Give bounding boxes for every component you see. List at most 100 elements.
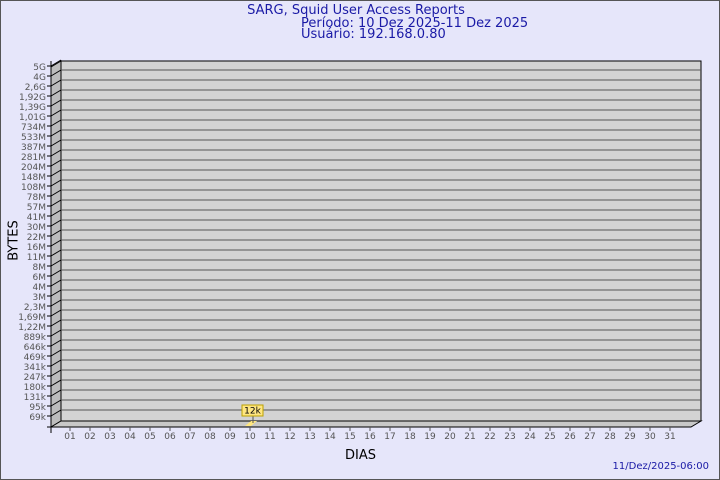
y-tick-label: 69k <box>29 413 46 423</box>
y-tick-label: 22M <box>27 233 46 243</box>
y-tick-label: 5G <box>33 63 46 73</box>
x-tick-label: 04 <box>124 432 136 442</box>
y-tick-label: 4M <box>33 283 47 293</box>
grid-diagonal <box>50 259 62 267</box>
y-tick-label: 2,3M <box>24 303 46 313</box>
grid-diagonal <box>50 369 62 377</box>
x-tick-label: 03 <box>104 432 115 442</box>
x-tick-label: 24 <box>524 432 536 442</box>
x-tick-label: 13 <box>304 432 315 442</box>
y-tick-label: 41M <box>27 213 46 223</box>
y-tick-label: 4G <box>33 73 46 83</box>
x-tick-label: 16 <box>364 432 376 442</box>
x-tick-label: 12 <box>284 432 295 442</box>
y-tick-label: 1,39G <box>19 103 46 113</box>
x-tick-label: 30 <box>644 432 656 442</box>
back-panel <box>60 60 702 422</box>
x-tick-label: 22 <box>484 432 495 442</box>
x-tick-label: 28 <box>604 432 616 442</box>
x-tick-label: 26 <box>564 432 576 442</box>
x-tick-label: 02 <box>84 432 95 442</box>
x-tick-label: 08 <box>204 432 216 442</box>
grid-diagonal <box>50 139 62 147</box>
y-tick-label: 95k <box>29 403 46 413</box>
grid-diagonal <box>50 149 62 157</box>
x-tick-label: 11 <box>264 432 275 442</box>
y-tick-label: 8M <box>33 263 47 273</box>
y-tick-label: 1,22M <box>18 323 46 333</box>
grid-diagonal <box>50 89 62 97</box>
grid-diagonal <box>50 169 62 177</box>
y-tick-label: 646k <box>24 343 47 353</box>
x-tick-label: 19 <box>424 432 436 442</box>
grid-diagonal <box>50 109 62 117</box>
x-tick-label: 27 <box>584 432 595 442</box>
x-tick-label: 29 <box>624 432 636 442</box>
y-tick-label: 889k <box>24 333 47 343</box>
grid-diagonal <box>50 209 62 217</box>
grid-diagonal <box>50 409 62 417</box>
grid-diagonal <box>50 199 62 207</box>
bar-label-box <box>241 404 264 417</box>
y-tick-label: 108M <box>21 183 46 193</box>
x-tick-label: 25 <box>544 432 555 442</box>
x-tick-label: 31 <box>664 432 675 442</box>
grid-diagonal <box>50 59 62 67</box>
grid-diagonal <box>50 279 62 287</box>
y-axis-label: BYTES <box>6 220 22 261</box>
y-tick-label: 2,6G <box>25 83 46 93</box>
y-tick-label: 78M <box>27 193 46 203</box>
grid-diagonal <box>50 269 62 277</box>
y-tick-label: 734M <box>21 123 46 133</box>
side-wall <box>50 60 62 428</box>
y-tick-label: 281M <box>21 153 46 163</box>
y-tick-label: 1,69M <box>18 313 46 323</box>
grid-diagonal <box>50 349 62 357</box>
grid-diagonal <box>50 179 62 187</box>
y-tick-label: 30M <box>27 223 46 233</box>
grid-diagonal <box>50 229 62 237</box>
y-tick-label: 469k <box>24 353 47 363</box>
grid-diagonal <box>50 379 62 387</box>
grid-diagonal <box>50 319 62 327</box>
chart-subtitle-period: Período: 10 Dez 2025-11 Dez 2025 <box>301 16 529 31</box>
x-tick-label: 05 <box>144 432 155 442</box>
grid-diagonal <box>50 99 62 107</box>
y-tick-label: 148M <box>21 173 46 183</box>
x-tick-label: 18 <box>404 432 416 442</box>
grid-diagonal <box>50 189 62 197</box>
grid-diagonal <box>50 299 62 307</box>
grid-diagonal <box>50 159 62 167</box>
y-tick-label: 3M <box>33 293 47 303</box>
chart-title: SARG, Squid User Access Reports <box>247 3 465 18</box>
x-tick-label: 21 <box>464 432 475 442</box>
x-tick-label: 17 <box>384 432 395 442</box>
x-axis-label: DIAS <box>345 448 376 463</box>
floor <box>49 420 703 428</box>
bar <box>245 421 257 426</box>
grid-diagonal <box>50 239 62 247</box>
y-tick-label: 57M <box>27 203 46 213</box>
y-tick-label: 247k <box>24 373 47 383</box>
y-tick-label: 180k <box>24 383 47 393</box>
grid-diagonal <box>50 289 62 297</box>
y-tick-label: 533M <box>21 133 46 143</box>
grid-diagonal <box>50 399 62 407</box>
x-tick-label: 20 <box>444 432 456 442</box>
y-tick-label: 11M <box>27 253 46 263</box>
grid-diagonal <box>50 359 62 367</box>
y-tick-label: 341k <box>24 363 47 373</box>
x-tick-label: 01 <box>64 432 75 442</box>
grid-diagonal <box>50 329 62 337</box>
y-tick-label: 1,92G <box>19 93 46 103</box>
x-tick-label: 10 <box>244 432 256 442</box>
grid-diagonal <box>50 249 62 257</box>
grid-diagonal <box>50 119 62 127</box>
grid-diagonal <box>50 129 62 137</box>
y-tick-label: 131k <box>24 393 47 403</box>
x-tick-label: 15 <box>344 432 355 442</box>
x-tick-label: 07 <box>184 432 195 442</box>
y-tick-label: 16M <box>27 243 46 253</box>
